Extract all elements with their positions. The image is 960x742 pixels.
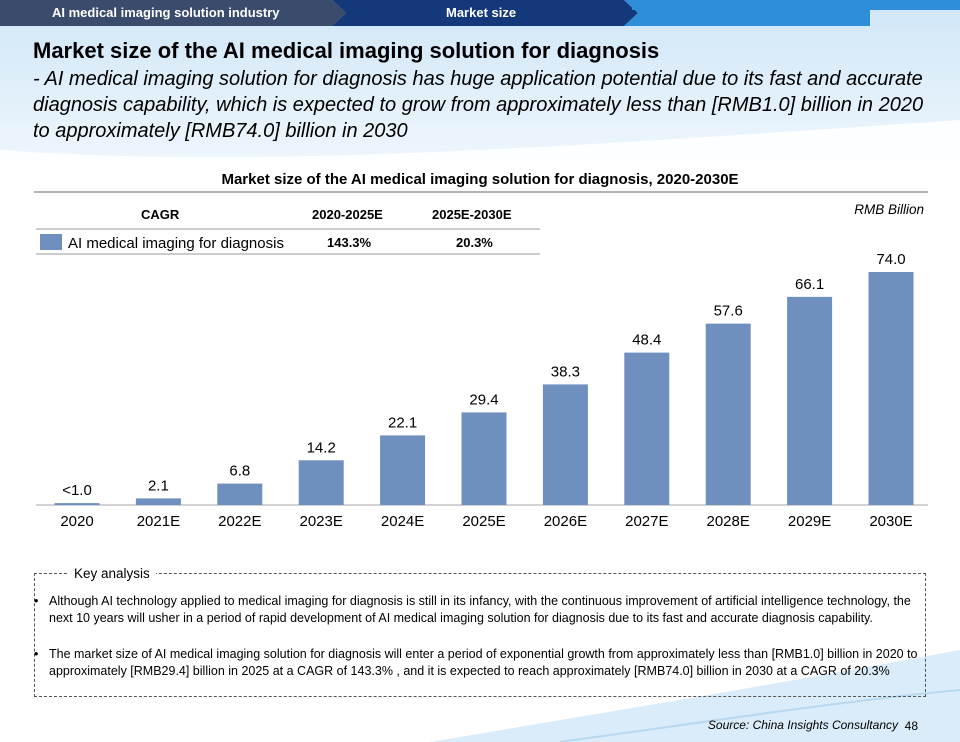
data-label-2021E: 2.1 — [148, 477, 169, 494]
bar-2028E — [705, 323, 751, 505]
bar-2023E — [298, 460, 344, 505]
crumb-section-ribbon — [0, 0, 346, 26]
data-label-2026E: 38.3 — [551, 363, 580, 380]
data-label-2022E: 6.8 — [229, 463, 250, 480]
data-label-2025E: 29.4 — [469, 391, 498, 408]
x-tick-2030E: 2030E — [869, 513, 912, 530]
key-analysis-bullet-2: The market size of AI medical imaging so… — [34, 646, 921, 680]
legend-swatch — [40, 234, 62, 250]
cagr-period-2: 2025E-2030E — [432, 207, 512, 222]
x-tick-2025E: 2025E — [462, 513, 505, 530]
bar-2030E — [868, 272, 914, 505]
bar-2022E — [217, 483, 263, 505]
page-number: 48 — [904, 719, 918, 733]
key-analysis-box — [34, 573, 926, 697]
x-tick-2026E: 2026E — [544, 513, 587, 530]
cagr-value-1: 143.3% — [327, 235, 372, 250]
x-tick-2029E: 2029E — [788, 513, 831, 530]
data-label-2020: <1.0 — [62, 482, 92, 499]
breadcrumb-section[interactable]: AI medical imaging solution industry — [52, 5, 280, 20]
data-label-2023E: 14.2 — [307, 439, 336, 456]
x-tick-2028E: 2028E — [707, 513, 750, 530]
crumb-topic-ribbon — [332, 0, 638, 26]
cagr-period-1: 2020-2025E — [312, 207, 383, 222]
data-label-2024E: 22.1 — [388, 414, 417, 431]
data-label-2027E: 48.4 — [632, 332, 661, 349]
breadcrumb-topic[interactable]: Market size — [446, 5, 517, 20]
bar-2020 — [54, 503, 100, 505]
page-subtitle: - AI medical imaging solution for diagno… — [33, 68, 924, 142]
x-tick-2024E: 2024E — [381, 513, 424, 530]
data-label-2030E: 74.0 — [876, 251, 905, 268]
cagr-header-label: CAGR — [141, 207, 180, 222]
bar-2026E — [542, 384, 588, 505]
x-tick-2021E: 2021E — [137, 513, 180, 530]
chart-unit-label: RMB Billion — [854, 202, 924, 217]
data-label-2028E: 57.6 — [714, 303, 743, 320]
key-analysis-bullet-1: Although AI technology applied to medica… — [34, 593, 921, 627]
page-title: Market size of the AI medical imaging so… — [33, 38, 660, 63]
data-label-2029E: 66.1 — [795, 276, 824, 293]
bar-2024E — [380, 435, 426, 505]
x-tick-2027E: 2027E — [625, 513, 668, 530]
bar-2025E — [461, 412, 507, 505]
bar-2027E — [624, 352, 670, 505]
bar-2029E — [787, 296, 833, 505]
x-tick-2023E: 2023E — [300, 513, 343, 530]
source-note: Source: China Insights Consultancy — [707, 718, 898, 732]
x-tick-2020: 2020 — [60, 513, 93, 530]
x-tick-2022E: 2022E — [218, 513, 261, 530]
chart-title: Market size of the AI medical imaging so… — [221, 171, 739, 188]
key-analysis-title: Key analysis — [68, 566, 156, 581]
legend-label: AI medical imaging for diagnosis — [68, 235, 284, 252]
bar-2021E — [135, 498, 181, 505]
cagr-value-2: 20.3% — [456, 235, 493, 250]
